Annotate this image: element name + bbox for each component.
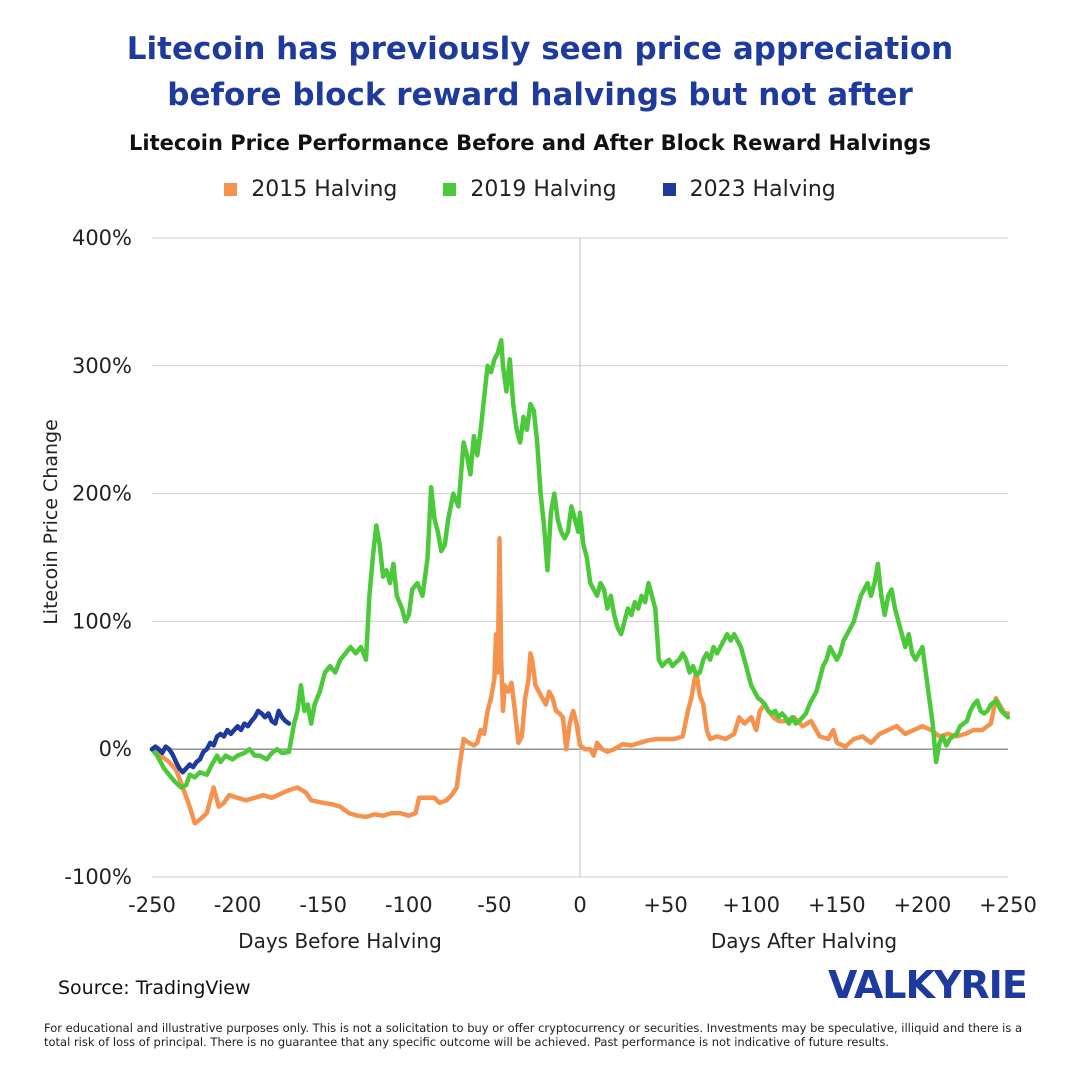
y-tick-label: 100% (72, 609, 132, 633)
x-axis-label-before: Days Before Halving (238, 929, 442, 953)
series-line-2015 (149, 536, 1011, 826)
legend-swatch-2023 (662, 183, 676, 196)
x-tick-label: -50 (477, 893, 511, 917)
y-tick-label: 300% (72, 354, 132, 378)
x-tick-label: -200 (214, 893, 262, 917)
valkyrie-logo: VALKYRIE (828, 963, 1028, 1007)
x-tick-label: +50 (643, 893, 687, 917)
headline: Litecoin has previously seen price appre… (0, 26, 1080, 118)
disclaimer: For educational and illustrative purpose… (44, 1021, 1023, 1049)
legend-item-2019: 2019 Halving (443, 177, 617, 202)
legend-label-2015: 2015 Halving (251, 177, 398, 202)
y-axis-label: Litecoin Price Change (40, 419, 62, 625)
x-tick-label: -150 (299, 893, 347, 917)
source-note: Source: TradingView (58, 977, 251, 999)
x-tick-label: +250 (979, 893, 1037, 917)
legend-swatch-2019 (443, 183, 457, 196)
headline-line-2: before block reward halvings but not aft… (167, 77, 913, 113)
y-tick-label: 400% (72, 226, 132, 250)
legend-label-2019: 2019 Halving (470, 177, 617, 202)
x-axis-label-after: Days After Halving (711, 929, 897, 953)
series-line-2019 (149, 337, 1011, 790)
chart-legend: 2015 Halving 2019 Halving 2023 Halving (0, 177, 1060, 202)
legend-swatch-2015 (224, 183, 238, 196)
x-tick-label: 0 (573, 893, 586, 917)
y-tick-label: 200% (72, 482, 132, 506)
legend-label-2023: 2023 Halving (689, 177, 836, 202)
legend-item-2015: 2015 Halving (224, 177, 397, 202)
series-line-2023 (149, 708, 292, 775)
x-tick-label: -100 (385, 893, 433, 917)
x-tick-label: +200 (894, 893, 952, 917)
x-tick-label: +150 (808, 893, 866, 917)
y-tick-label: 0% (99, 737, 132, 761)
x-tick-label: -250 (128, 893, 176, 917)
y-tick-label: -100% (64, 865, 132, 889)
x-tick-label: +100 (722, 893, 780, 917)
chart-title: Litecoin Price Performance Before and Af… (129, 131, 931, 155)
headline-line-1: Litecoin has previously seen price appre… (126, 31, 954, 67)
legend-item-2023: 2023 Halving (662, 177, 836, 202)
